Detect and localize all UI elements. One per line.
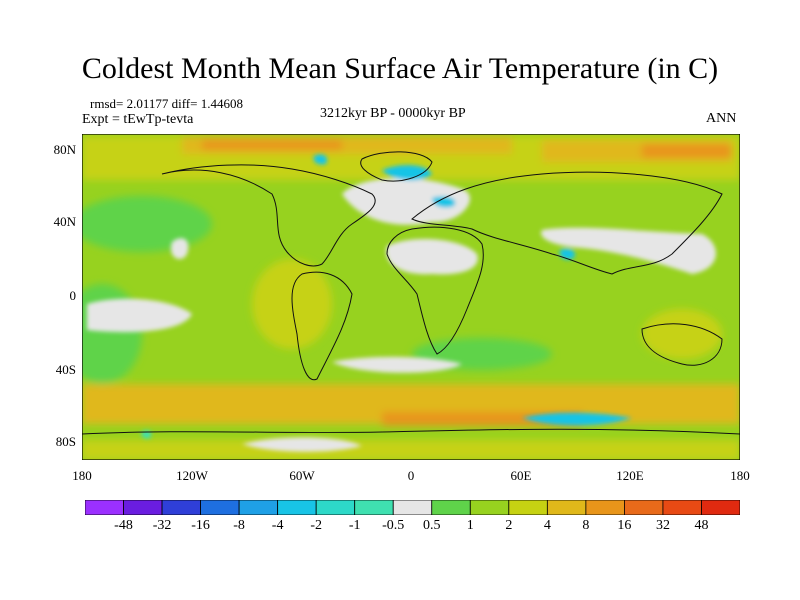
colorbar-swatch xyxy=(123,500,163,515)
coast-australia xyxy=(641,323,723,366)
colorbar-swatch xyxy=(624,500,664,515)
period-text: 3212kyr BP - 0000kyr BP xyxy=(320,106,466,121)
lon-label-180e: 180 xyxy=(730,468,750,483)
chart-title: Coldest Month Mean Surface Air Temperatu… xyxy=(81,52,719,85)
colorbar-swatch xyxy=(354,500,394,515)
colorbar-label: -4 xyxy=(271,518,284,533)
colorbar-label: -0.5 xyxy=(382,518,405,533)
lon-label-120e: 120E xyxy=(616,468,644,483)
coastlines xyxy=(82,151,740,435)
lon-label-60w: 60W xyxy=(289,468,315,483)
region-south-atlantic-neutral xyxy=(332,356,462,373)
colorbar-swatch xyxy=(238,500,279,515)
colorbar-swatch xyxy=(277,500,317,515)
lon-label-0: 0 xyxy=(407,468,415,483)
region-australia-warm xyxy=(642,309,722,359)
lon-label-120w: 120W xyxy=(176,468,208,483)
colorbar-label: 2 xyxy=(505,518,513,533)
region-asia-neutral xyxy=(541,227,716,274)
region-greenland-sea-cool xyxy=(382,165,432,181)
lon-label-60e: 60E xyxy=(510,468,532,483)
coast-greenland xyxy=(360,151,433,182)
colorbar xyxy=(85,500,740,515)
colorbar-swatch xyxy=(431,500,471,515)
lat-label-80s: 80S xyxy=(55,434,76,449)
colorbar-label: -1 xyxy=(348,518,361,533)
region-europe-cool xyxy=(432,196,456,208)
rmsd-diff-text: rmsd= 2.01177 diff= 1.44608 xyxy=(90,96,243,111)
region-sahara-neutral xyxy=(386,239,478,275)
region-north-pacific-mild xyxy=(82,196,212,252)
region-equatorial-pacific-neutral xyxy=(87,298,192,333)
colorbar-label: 0.5 xyxy=(423,518,441,533)
colorbar-swatch xyxy=(701,500,740,515)
region-antarctica xyxy=(82,440,740,460)
colorbar-label: -48 xyxy=(114,518,133,533)
coast-south-america xyxy=(291,271,353,381)
colorbar-label: -2 xyxy=(310,518,322,533)
lat-label-40n: 40N xyxy=(53,214,76,229)
colorbar-swatch xyxy=(200,500,240,515)
coast-eurasia xyxy=(411,171,723,275)
region-antarctic-coast-warm xyxy=(382,412,582,426)
colorbar-label: 4 xyxy=(543,518,551,533)
lon-label-180w: 180 xyxy=(72,468,92,483)
region-canada-warm xyxy=(202,140,342,150)
colorbar-swatch xyxy=(161,500,201,515)
colorbar-swatch xyxy=(508,500,548,515)
colorbar-label: -8 xyxy=(233,518,245,533)
colorbar-label: 32 xyxy=(655,518,670,533)
colorbar-swatch xyxy=(85,500,124,515)
region-antarctic-neutral xyxy=(242,437,362,452)
region-north-atlantic-neutral xyxy=(342,178,471,225)
colorbar-swatch xyxy=(469,500,510,515)
coast-antarctica xyxy=(82,428,740,435)
colorbar-swatch xyxy=(585,500,625,515)
coast-north-america xyxy=(161,164,376,267)
region-pacific-spot-neutral xyxy=(170,238,189,260)
experiment-text: Expt = tEwTp-tevta xyxy=(82,112,194,127)
colorbar-swatch xyxy=(315,500,356,515)
region-siberia-hot xyxy=(642,144,732,158)
colorbar-swatch xyxy=(662,500,702,515)
colorbar-label: -16 xyxy=(191,518,210,533)
coast-africa xyxy=(386,226,484,355)
region-baffin-cool xyxy=(313,154,328,165)
temperature-map xyxy=(82,134,740,460)
colorbar-label: 48 xyxy=(694,518,709,533)
region-asia-cool xyxy=(559,248,575,260)
colorbar-label: -32 xyxy=(152,518,172,533)
colorbar-label: 16 xyxy=(617,518,632,533)
season-text: ANN xyxy=(706,111,737,126)
lat-label-40s: 40S xyxy=(55,362,76,377)
colorbar-label: 1 xyxy=(466,518,474,533)
colorbar-label: 8 xyxy=(582,518,590,533)
lat-label-0: 0 xyxy=(69,288,77,303)
region-antarctic-cool xyxy=(522,412,632,426)
colorbar-swatch xyxy=(392,500,433,515)
colorbar-swatch xyxy=(546,500,587,515)
lat-label-80n: 80N xyxy=(53,142,76,157)
